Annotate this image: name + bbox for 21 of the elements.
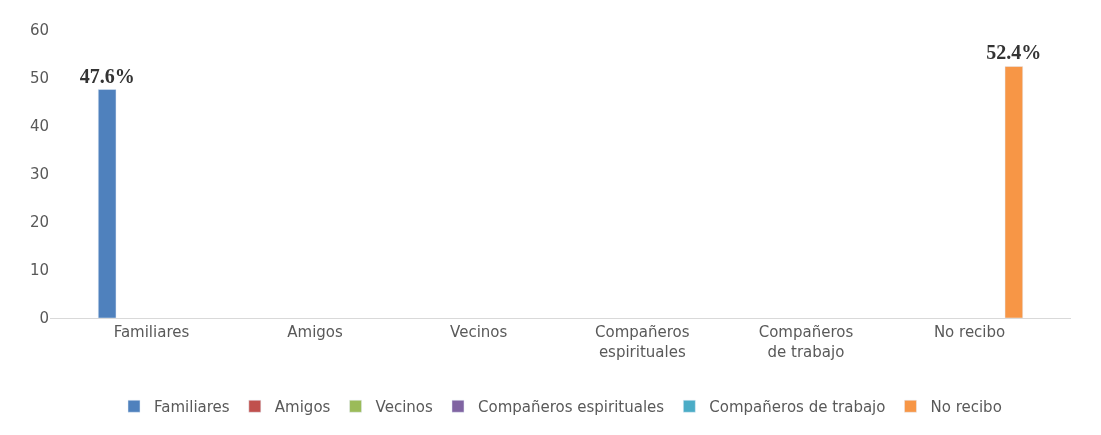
legend-label: Vecinos	[375, 398, 433, 417]
y-tick-label: 30	[29, 165, 49, 184]
legend-label: Familiares	[154, 398, 230, 417]
x-tick-label: No recibo	[933, 323, 1006, 341]
y-tick-label: 60	[29, 21, 49, 40]
legend-label: No recibo	[930, 398, 1002, 417]
data-label: 47.6%	[79, 64, 135, 87]
x-tick-label: Vecinos	[450, 323, 508, 341]
x-tick-label: Compañeros de trabajo	[758, 323, 854, 361]
y-tick-label: 40	[29, 117, 49, 136]
x-tick-label: Amigos	[287, 323, 344, 341]
data-label: 52.4%	[986, 41, 1042, 64]
legend-label: Compañeros de trabajo	[709, 398, 886, 417]
legend-label: Compañeros espirituales	[477, 398, 665, 417]
y-tick-label: 0	[39, 309, 49, 328]
y-tick-label: 20	[29, 213, 49, 232]
legend-label: Amigos	[274, 398, 331, 417]
x-tick-label: Compañeros espirituales	[595, 323, 690, 361]
x-tick-label: Familiares	[113, 323, 190, 341]
y-tick-label: 10	[29, 261, 49, 280]
y-tick-label: 50	[29, 69, 49, 88]
